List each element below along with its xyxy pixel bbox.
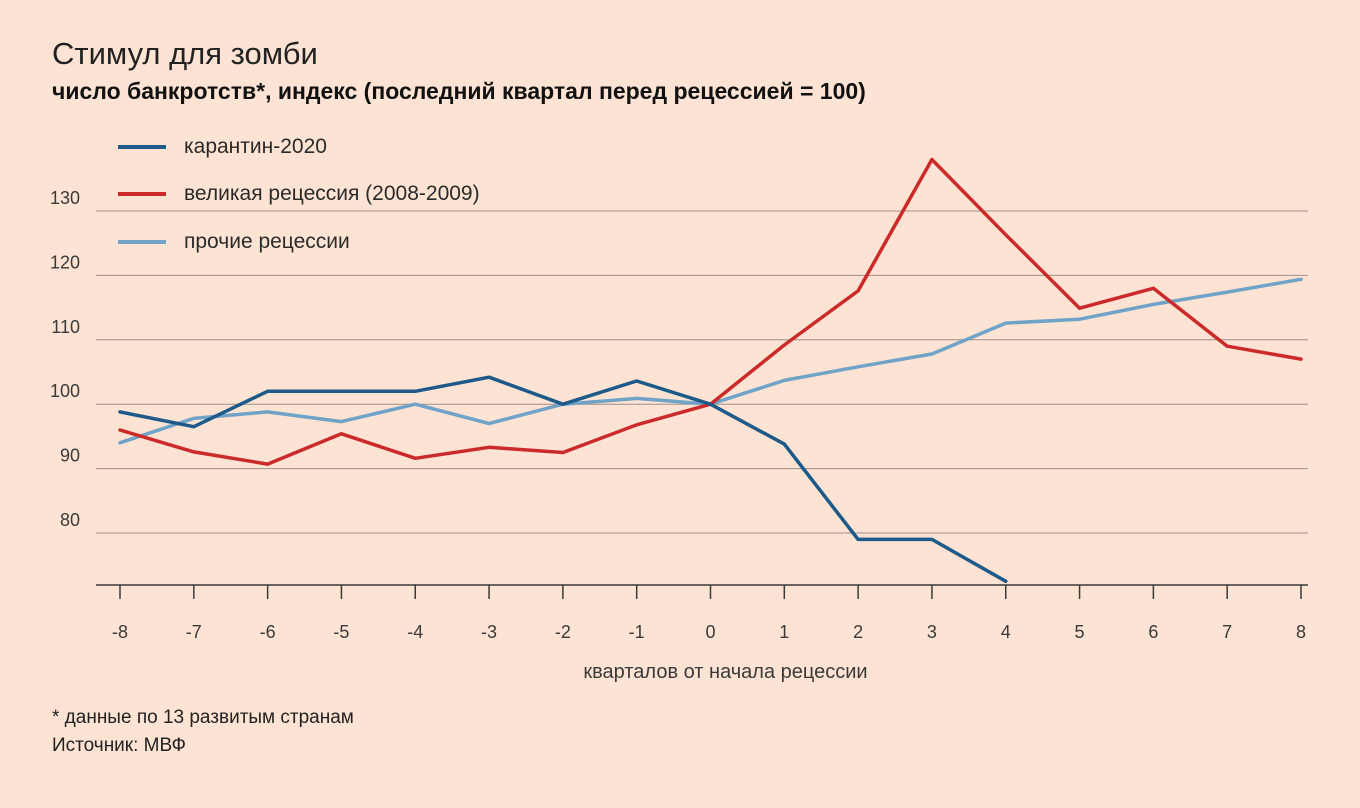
grid-lines	[96, 210, 1308, 534]
x-tick-label--8: -8	[112, 622, 128, 642]
y-tick-label-80: 80	[60, 510, 80, 530]
chart-subtitle: число банкротств*, индекс (последний ква…	[52, 78, 866, 104]
source-text: Источник: МВФ	[52, 735, 186, 756]
legend-swatch-other-recessions	[118, 240, 166, 244]
legend-item-quarantine: карантин-2020	[118, 132, 618, 162]
y-tick-label-90: 90	[60, 446, 80, 466]
x-axis: -8 -7 -6 -5 -4 -3 -2 -1 0 1 2 3 4 5 6 7 8	[96, 584, 1308, 642]
y-tick-label-130: 130	[50, 188, 80, 208]
legend-item-great-recession: великая рецессия (2008-2009)	[118, 179, 618, 209]
x-tick-label-6: 6	[1148, 622, 1158, 642]
legend-label-other-recessions: прочие рецессии	[184, 230, 350, 253]
y-tick-label-110: 110	[51, 317, 80, 337]
legend-swatch-quarantine	[118, 145, 166, 149]
legend-item-other-recessions: прочие рецессии	[118, 227, 618, 257]
x-tick-label-3: 3	[927, 622, 937, 642]
legend-label-quarantine: карантин-2020	[184, 135, 327, 158]
x-tick-label--6: -6	[260, 622, 276, 642]
x-tick-label--2: -2	[555, 622, 571, 642]
x-tick-label-1: 1	[779, 622, 789, 642]
x-tick-label--5: -5	[333, 622, 349, 642]
x-tick-label-4: 4	[1001, 622, 1011, 642]
x-axis-title: кварталов от начала рецессии	[583, 661, 867, 683]
y-tick-label-100: 100	[50, 381, 80, 401]
chart-title: Стимул для зомби	[52, 36, 318, 71]
legend-swatch-great-recession	[118, 192, 166, 196]
legend-label-great-recession: великая рецессия (2008-2009)	[184, 182, 480, 205]
x-tick-label-8: 8	[1296, 622, 1306, 642]
x-tick-label--4: -4	[407, 622, 423, 642]
x-tick-label-2: 2	[853, 622, 863, 642]
x-tick-label--1: -1	[629, 622, 645, 642]
series-line-other-recessions	[118, 277, 1303, 445]
x-tick-label-5: 5	[1075, 622, 1085, 642]
x-tick-label-7: 7	[1222, 622, 1232, 642]
x-tick-label-0: 0	[705, 622, 715, 642]
series-lines	[118, 157, 1303, 584]
footnote-block: * данные по 13 развитым странам Источник…	[52, 704, 354, 760]
footnote-text: * данные по 13 развитым странам	[52, 707, 354, 728]
y-axis-tick-labels: 80 90 100 110 120 130	[50, 188, 80, 530]
x-tick-label--3: -3	[481, 622, 497, 642]
y-tick-label-120: 120	[50, 252, 80, 272]
series-line-quarantine-2020	[118, 375, 1008, 584]
x-tick-label--7: -7	[186, 622, 202, 642]
